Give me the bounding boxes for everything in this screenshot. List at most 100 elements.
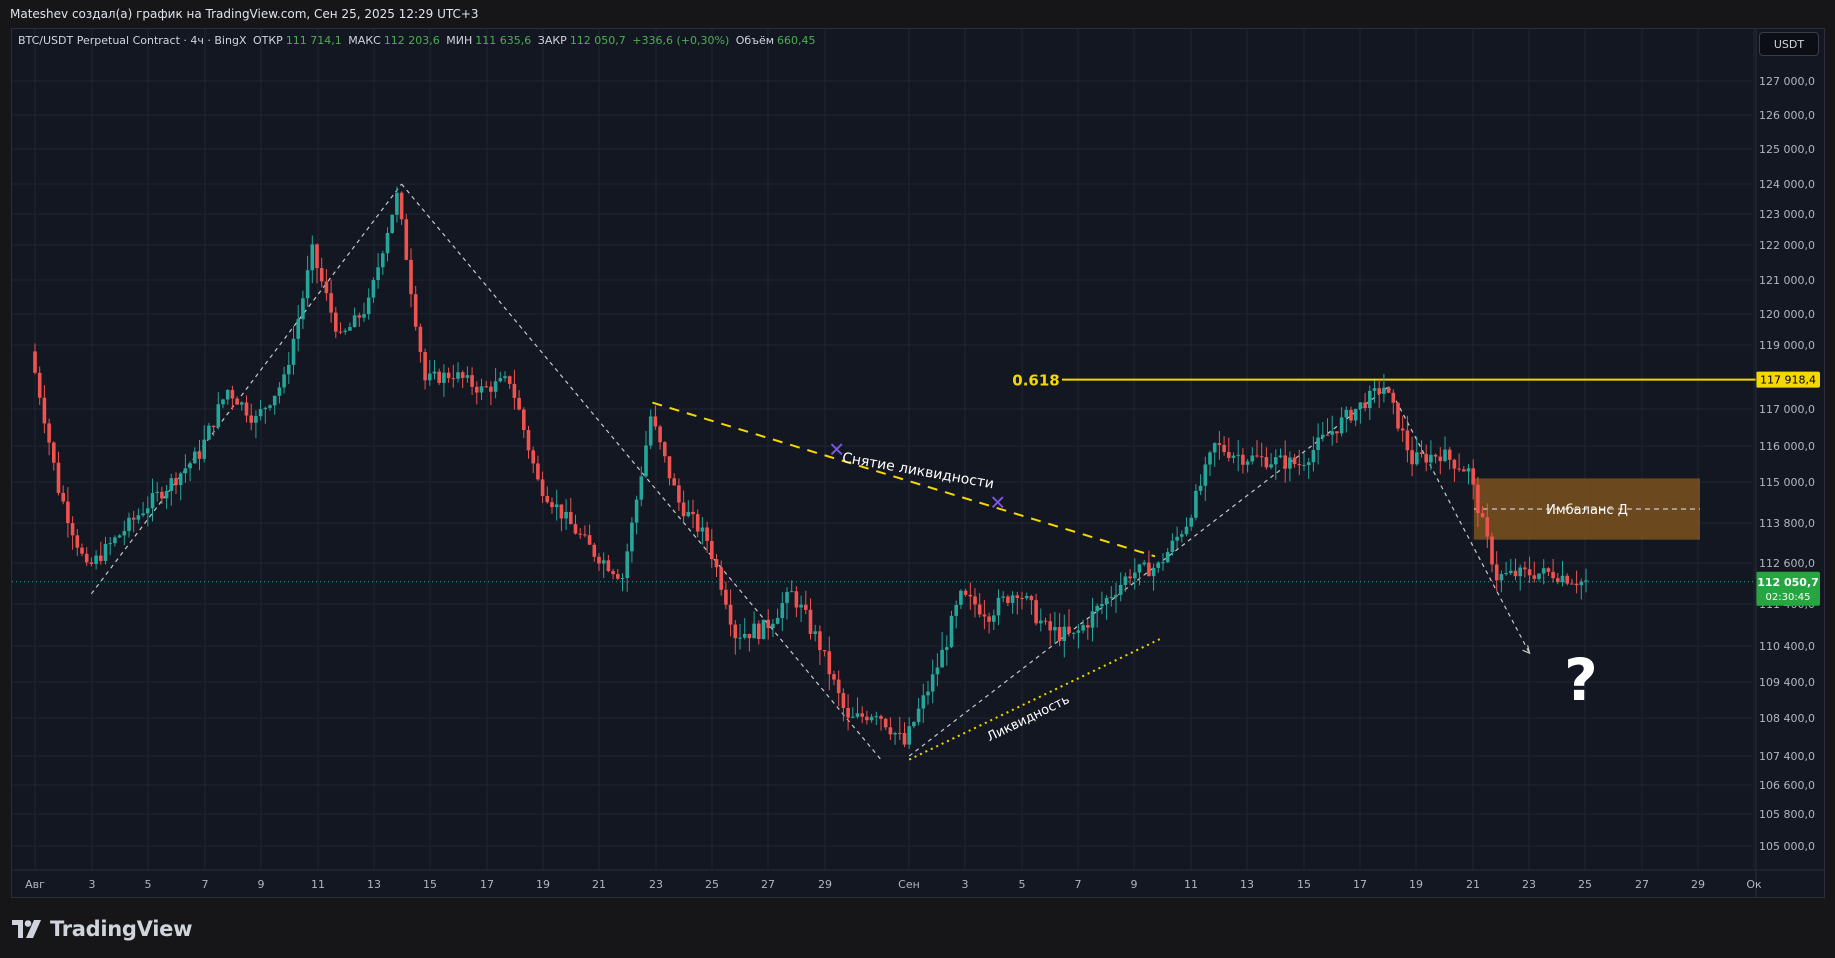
candle-body[interactable]	[484, 386, 488, 388]
candle-body[interactable]	[738, 637, 742, 639]
candle-body[interactable]	[1236, 454, 1240, 456]
candle-body[interactable]	[1292, 457, 1297, 465]
candle-body[interactable]	[1551, 571, 1555, 579]
candle-body[interactable]	[183, 468, 188, 474]
candle-body[interactable]	[446, 372, 451, 379]
candle-body[interactable]	[1457, 468, 1461, 470]
candle-body[interactable]	[912, 722, 916, 727]
candle-body[interactable]	[573, 524, 578, 534]
candle-body[interactable]	[33, 351, 37, 373]
candle-body[interactable]	[757, 623, 761, 640]
candle-body[interactable]	[705, 527, 709, 541]
candle-body[interactable]	[874, 716, 879, 718]
candle-body[interactable]	[376, 267, 380, 281]
candle-body[interactable]	[329, 293, 333, 313]
candle-body[interactable]	[409, 259, 413, 295]
candle-body[interactable]	[66, 501, 70, 524]
candle-body[interactable]	[1086, 625, 1090, 628]
candle-body[interactable]	[1133, 572, 1137, 579]
candle-body[interactable]	[851, 716, 855, 718]
candle-body[interactable]	[1523, 567, 1527, 570]
candle-body[interactable]	[1034, 600, 1038, 624]
candle-body[interactable]	[968, 594, 973, 597]
candle-body[interactable]	[258, 409, 263, 417]
candle-body[interactable]	[1278, 455, 1283, 458]
candle-body[interactable]	[1020, 597, 1024, 599]
candle-body[interactable]	[1443, 449, 1447, 462]
candle-body[interactable]	[766, 619, 770, 629]
candle-body[interactable]	[432, 371, 437, 374]
candle-body[interactable]	[1245, 461, 1250, 465]
candle-body[interactable]	[451, 378, 456, 380]
candle-body[interactable]	[804, 604, 808, 610]
candle-body[interactable]	[371, 280, 376, 298]
candle-body[interactable]	[1067, 626, 1071, 633]
candle-body[interactable]	[1325, 434, 1330, 436]
candle-body[interactable]	[992, 615, 996, 622]
candle-body[interactable]	[785, 591, 789, 604]
candle-body[interactable]	[301, 298, 305, 320]
candle-body[interactable]	[146, 508, 150, 514]
candle-body[interactable]	[522, 409, 526, 430]
candle-body[interactable]	[188, 463, 192, 469]
candle-body[interactable]	[780, 603, 785, 618]
candle-body[interactable]	[1527, 569, 1532, 576]
candle-body[interactable]	[493, 381, 498, 392]
candle-body[interactable]	[1241, 454, 1245, 465]
candle-body[interactable]	[813, 631, 817, 634]
candle-body[interactable]	[1391, 392, 1396, 403]
candle-body[interactable]	[249, 415, 253, 423]
candle-body[interactable]	[902, 733, 907, 745]
candle-body[interactable]	[1462, 469, 1466, 472]
candle-body[interactable]	[1165, 552, 1170, 563]
candle-body[interactable]	[37, 372, 42, 398]
candle-body[interactable]	[808, 609, 813, 634]
candle-body[interactable]	[1175, 536, 1179, 541]
candle-body[interactable]	[352, 315, 357, 328]
candle-body[interactable]	[1419, 452, 1424, 455]
candle-body[interactable]	[437, 371, 441, 383]
candle-body[interactable]	[1109, 596, 1114, 598]
candle-body[interactable]	[1490, 536, 1494, 565]
candle-body[interactable]	[287, 364, 291, 375]
candle-body[interactable]	[611, 571, 615, 575]
candle-body[interactable]	[1499, 574, 1504, 581]
candle-body[interactable]	[926, 691, 930, 696]
candle-body[interactable]	[1212, 443, 1217, 453]
candle-body[interactable]	[836, 679, 841, 694]
candle-body[interactable]	[334, 312, 338, 332]
candle-body[interactable]	[1128, 576, 1132, 579]
candle-body[interactable]	[1494, 564, 1499, 581]
candle-body[interactable]	[1560, 575, 1565, 583]
candle-body[interactable]	[1100, 603, 1104, 606]
candle-body[interactable]	[1316, 437, 1320, 450]
candle-body[interactable]	[644, 445, 648, 477]
candle-body[interactable]	[155, 491, 159, 494]
candle-body[interactable]	[921, 695, 926, 709]
candle-body[interactable]	[230, 389, 235, 399]
candle-body[interactable]	[385, 232, 390, 254]
candle-body[interactable]	[1123, 576, 1128, 585]
candle-body[interactable]	[216, 404, 221, 428]
candle-body[interactable]	[52, 442, 56, 463]
candle-body[interactable]	[695, 514, 700, 532]
candle-body[interactable]	[1024, 595, 1029, 599]
candle-body[interactable]	[1532, 575, 1537, 579]
candle-body[interactable]	[1433, 454, 1438, 457]
candle-body[interactable]	[428, 373, 432, 381]
candle-body[interactable]	[733, 624, 738, 639]
candle-body[interactable]	[1396, 402, 1400, 429]
candle-body[interactable]	[1311, 449, 1316, 463]
candle-body[interactable]	[1504, 573, 1508, 575]
candle-body[interactable]	[1447, 449, 1452, 460]
candle-body[interactable]	[1071, 632, 1076, 634]
zigzag-line[interactable]	[90, 183, 403, 595]
candle-body[interactable]	[470, 375, 474, 387]
candle-body[interactable]	[714, 559, 719, 568]
candle-body[interactable]	[1227, 452, 1231, 458]
candle-body[interactable]	[531, 450, 535, 464]
candle-body[interactable]	[987, 616, 991, 622]
candle-body[interactable]	[127, 517, 131, 531]
zigzag-line[interactable]	[401, 183, 882, 761]
candle-body[interactable]	[667, 456, 672, 479]
